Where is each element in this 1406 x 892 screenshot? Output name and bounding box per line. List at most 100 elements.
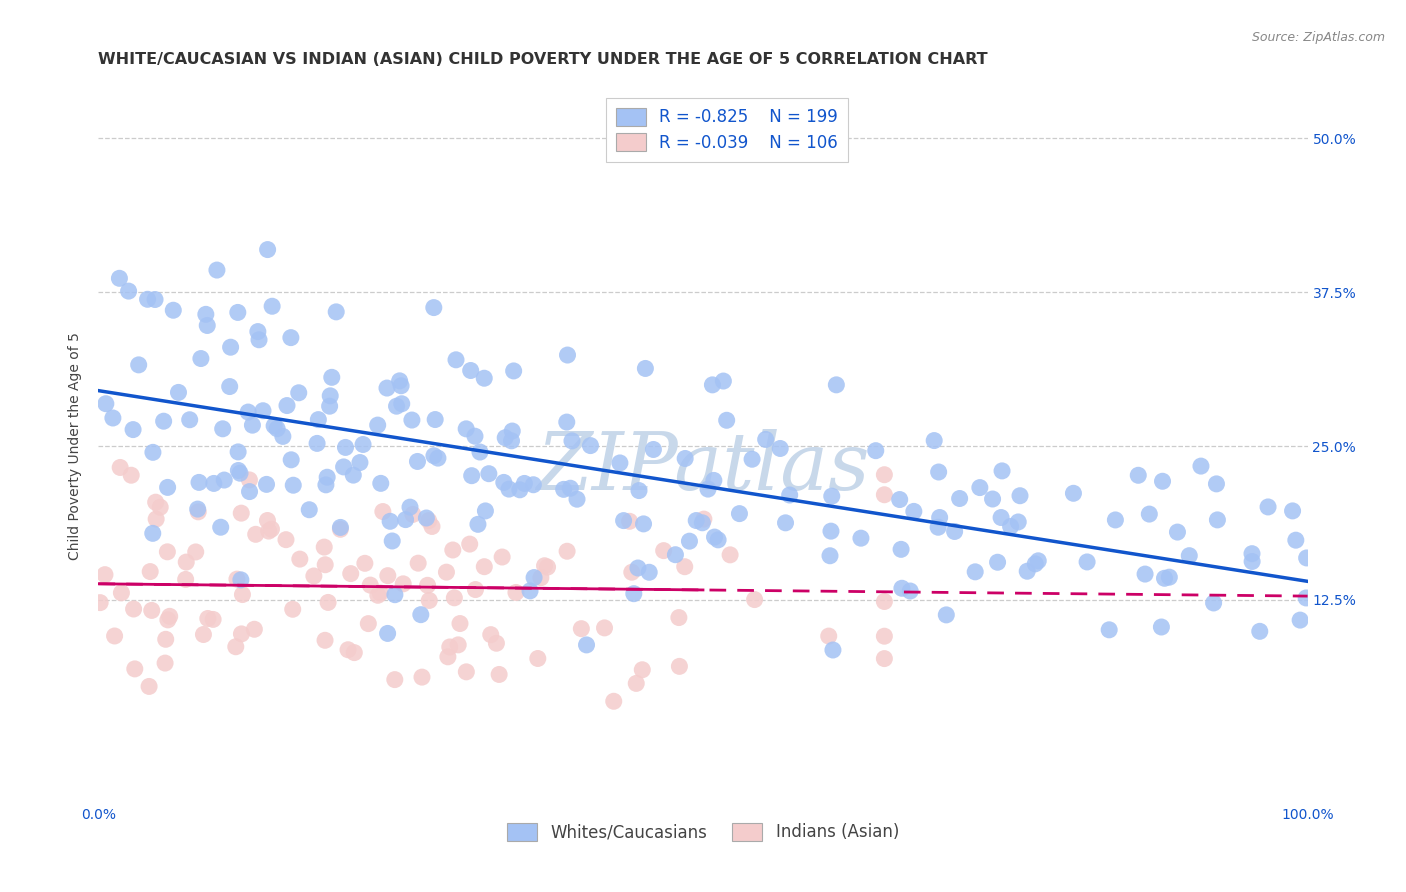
Point [769,442,792,456]
Point [474,504,496,518]
Point [898,584,921,599]
Point [1150,620,1173,634]
Point [561,434,583,448]
Point [501,434,523,448]
Point [627,561,650,575]
Point [775,516,797,530]
Point [174,555,197,569]
Point [94,567,117,582]
Point [276,399,298,413]
Point [560,481,582,495]
Point [231,588,253,602]
Point [219,340,242,354]
Point [693,512,716,526]
Point [820,524,842,538]
Point [143,293,166,307]
Point [467,517,489,532]
Point [384,673,406,687]
Point [502,364,524,378]
Point [1128,468,1150,483]
Point [579,439,602,453]
Point [246,325,269,339]
Point [873,594,896,608]
Point [494,431,516,445]
Point [755,433,778,447]
Point [1295,591,1317,605]
Point [991,464,1014,478]
Point [1249,624,1271,639]
Point [1007,515,1029,529]
Point [188,475,211,490]
Point [256,514,278,528]
Point [209,520,232,534]
Point [703,530,725,544]
Point [245,527,267,541]
Point [280,331,302,345]
Point [190,351,212,366]
Point [643,442,665,457]
Point [142,445,165,459]
Point [155,632,177,647]
Point [325,305,347,319]
Point [685,514,707,528]
Point [1098,623,1121,637]
Point [678,534,700,549]
Point [927,520,949,534]
Point [149,500,172,515]
Point [468,445,491,459]
Point [184,545,207,559]
Y-axis label: Child Poverty Under the Age of 5: Child Poverty Under the Age of 5 [69,332,83,560]
Point [928,465,950,479]
Point [238,484,260,499]
Point [728,507,751,521]
Point [1281,504,1303,518]
Point [633,516,655,531]
Point [307,436,329,450]
Point [449,616,471,631]
Point [416,578,439,592]
Point [319,389,342,403]
Point [298,502,321,516]
Point [339,566,361,581]
Point [101,411,124,425]
Point [283,478,305,492]
Point [627,483,650,498]
Point [394,513,416,527]
Point [243,622,266,636]
Point [392,577,415,591]
Point [472,559,495,574]
Point [367,418,389,433]
Point [825,377,848,392]
Point [226,572,249,586]
Point [464,582,486,597]
Point [108,271,131,285]
Point [145,512,167,526]
Point [779,488,801,502]
Point [479,627,502,641]
Point [352,437,374,451]
Point [703,474,725,488]
Point [711,374,734,388]
Point [381,533,404,548]
Point [1000,519,1022,533]
Point [702,377,724,392]
Point [501,424,523,438]
Point [218,379,240,393]
Point [122,423,145,437]
Point [418,514,440,528]
Point [122,602,145,616]
Point [673,559,696,574]
Point [423,301,446,315]
Point [211,422,233,436]
Point [536,560,558,574]
Point [318,399,340,413]
Point [104,629,127,643]
Point [441,543,464,558]
Point [1289,613,1312,627]
Point [609,456,631,470]
Legend: Whites/Caucasians, Indians (Asian): Whites/Caucasians, Indians (Asian) [501,816,905,848]
Point [179,413,201,427]
Point [523,570,546,584]
Point [569,622,592,636]
Text: ZIPatlas: ZIPatlas [536,429,870,506]
